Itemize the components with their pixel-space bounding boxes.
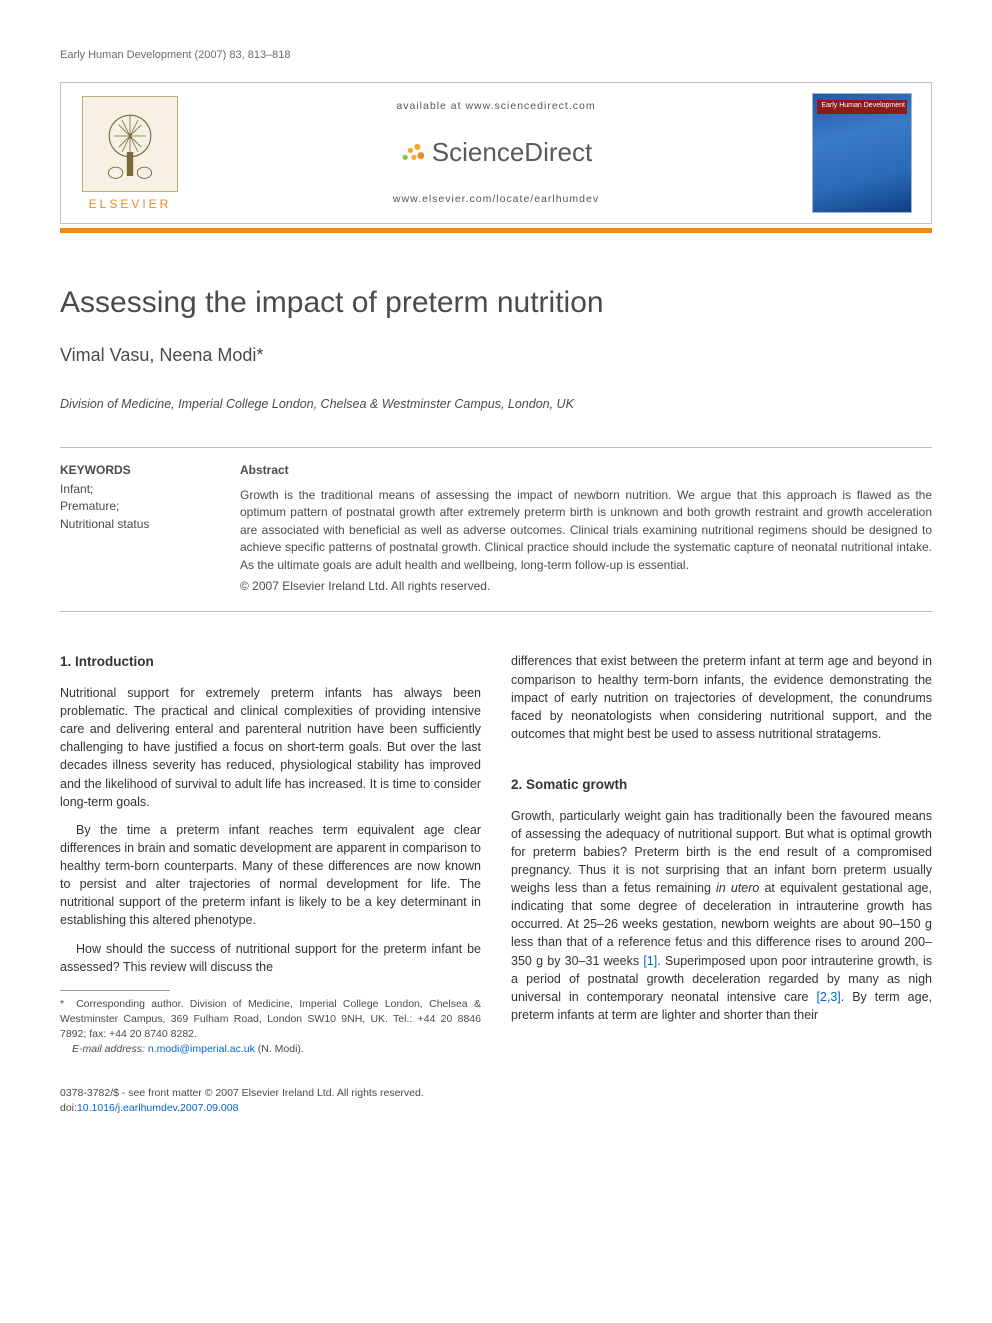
- issn-line: 0378-3782/$ - see front matter © 2007 El…: [60, 1086, 932, 1101]
- section-2-heading: 2. Somatic growth: [511, 775, 932, 795]
- orange-separator-bar: [60, 228, 932, 233]
- publisher-block: ELSEVIER: [75, 93, 185, 213]
- available-at-line: available at www.sciencedirect.com: [396, 99, 595, 114]
- journal-url: www.elsevier.com/locate/earlhumdev: [393, 192, 599, 207]
- footnote-marker: *: [60, 998, 64, 1010]
- keyword-item: Premature;: [60, 498, 210, 515]
- corresponding-author-footnote: *Corresponding author. Division of Medic…: [60, 997, 481, 1043]
- paragraph: By the time a preterm infant reaches ter…: [60, 821, 481, 930]
- running-head: Early Human Development (2007) 83, 813–8…: [60, 48, 932, 64]
- keywords-column: KEYWORDS Infant; Premature; Nutritional …: [60, 462, 210, 596]
- bottom-matter: 0378-3782/$ - see front matter © 2007 El…: [60, 1086, 932, 1116]
- footnote-text: Corresponding author. Division of Medici…: [60, 998, 481, 1040]
- body-columns: 1. Introduction Nutritional support for …: [60, 652, 932, 1057]
- abstract-copyright: © 2007 Elsevier Ireland Ltd. All rights …: [240, 578, 932, 595]
- email-suffix: (N. Modi).: [255, 1043, 304, 1055]
- sciencedirect-icon: [400, 140, 426, 166]
- elsevier-tree-icon: [82, 96, 178, 192]
- doi-label: doi:: [60, 1102, 77, 1114]
- sciencedirect-wordmark: ScienceDirect: [432, 134, 592, 172]
- keyword-item: Nutritional status: [60, 516, 210, 533]
- email-label: E-mail address:: [72, 1043, 145, 1055]
- italic-term: in utero: [716, 881, 759, 895]
- keyword-item: Infant;: [60, 481, 210, 498]
- footnote-rule: [60, 990, 170, 991]
- citation-link[interactable]: [1]: [643, 954, 657, 968]
- paragraph: How should the success of nutritional su…: [60, 940, 481, 976]
- paragraph: Growth, particularly weight gain has tra…: [511, 807, 932, 1025]
- article-header: Assessing the impact of preterm nutritio…: [60, 281, 932, 612]
- publisher-name: ELSEVIER: [89, 196, 172, 213]
- right-column: differences that exist between the prete…: [511, 652, 932, 1057]
- email-footnote: E-mail address: n.modi@imperial.ac.uk (N…: [60, 1042, 481, 1057]
- journal-cover-thumb: Early Human Development: [812, 93, 912, 213]
- email-link[interactable]: n.modi@imperial.ac.uk: [148, 1043, 255, 1055]
- rule-below-abstract: [60, 611, 932, 612]
- abstract-column: Abstract Growth is the traditional means…: [240, 462, 932, 596]
- doi-link[interactable]: 10.1016/j.earlhumdev.2007.09.008: [77, 1102, 239, 1114]
- section-1-heading: 1. Introduction: [60, 652, 481, 672]
- abstract-body: Growth is the traditional means of asses…: [240, 487, 932, 574]
- masthead-center: available at www.sciencedirect.com Scien…: [199, 93, 793, 213]
- masthead: ELSEVIER available at www.sciencedirect.…: [60, 82, 932, 224]
- keywords-abstract-row: KEYWORDS Infant; Premature; Nutritional …: [60, 448, 932, 612]
- cover-caption: Early Human Development: [821, 101, 905, 111]
- citation-link[interactable]: [2,3]: [816, 990, 840, 1004]
- left-column: 1. Introduction Nutritional support for …: [60, 652, 481, 1057]
- doi-line: doi:10.1016/j.earlhumdev.2007.09.008: [60, 1101, 932, 1116]
- page: Early Human Development (2007) 83, 813–8…: [0, 0, 992, 1156]
- sciencedirect-brand: ScienceDirect: [400, 134, 592, 172]
- paragraph: Nutritional support for extremely preter…: [60, 684, 481, 811]
- article-authors: Vimal Vasu, Neena Modi*: [60, 342, 932, 368]
- abstract-heading: Abstract: [240, 462, 932, 479]
- paragraph: differences that exist between the prete…: [511, 652, 932, 743]
- article-title: Assessing the impact of preterm nutritio…: [60, 281, 932, 325]
- keywords-heading: KEYWORDS: [60, 462, 210, 479]
- article-affiliation: Division of Medicine, Imperial College L…: [60, 395, 932, 413]
- journal-cover-block: Early Human Development: [807, 93, 917, 213]
